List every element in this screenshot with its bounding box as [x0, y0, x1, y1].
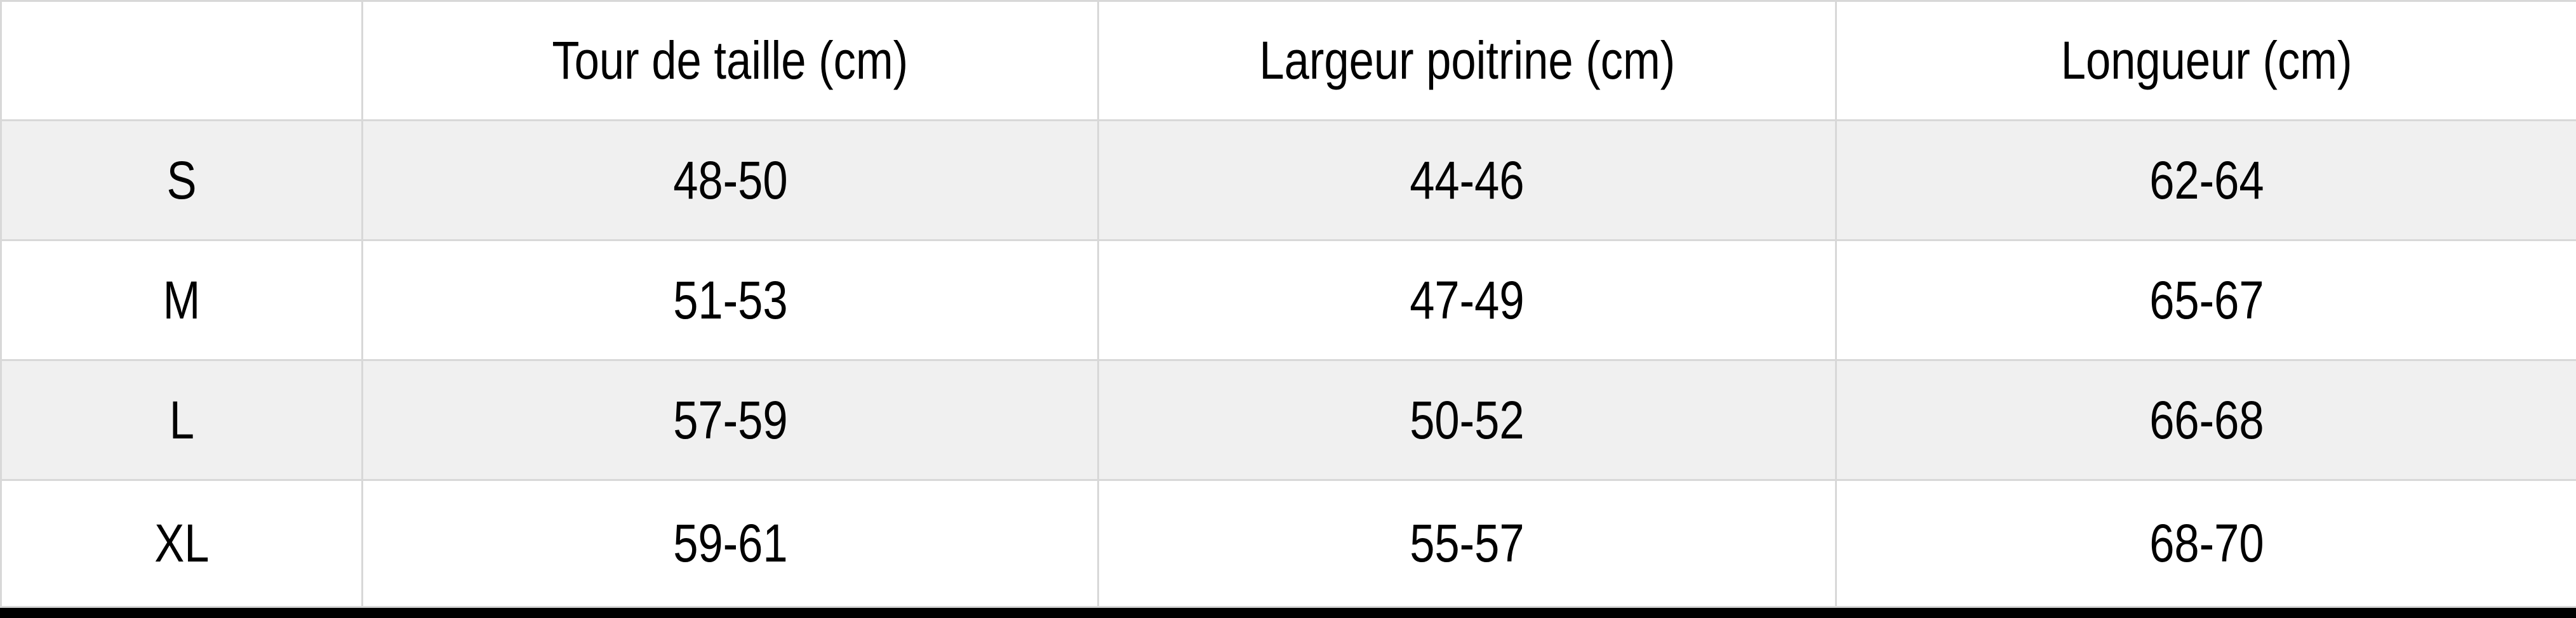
row-label-text: XL [154, 513, 210, 573]
cell-xl-largeur-poitrine: 55-57 [1097, 479, 1837, 608]
corner-cell [0, 0, 363, 121]
cell-m-longueur: 65-67 [1835, 239, 2576, 361]
cell-value: 47-49 [1410, 270, 1525, 330]
column-header-label: Tour de taille (cm) [552, 30, 909, 90]
cell-value: 44-46 [1410, 150, 1525, 210]
row-label-m: M [0, 239, 363, 361]
cell-value: 65-67 [2149, 270, 2264, 330]
cell-value: 59-61 [672, 513, 788, 573]
bottom-black-bar [0, 608, 2576, 618]
cell-m-largeur-poitrine: 47-49 [1097, 239, 1837, 361]
row-label-text: S [166, 150, 197, 210]
cell-value: 68-70 [2149, 513, 2264, 573]
column-header-label: Largeur poitrine (cm) [1259, 30, 1675, 90]
column-header-tour-de-taille: Tour de taille (cm) [361, 0, 1099, 121]
cell-m-tour-de-taille: 51-53 [361, 239, 1099, 361]
cell-s-largeur-poitrine: 44-46 [1097, 119, 1837, 241]
table-row-l: L 57-59 50-52 66-68 [0, 359, 2576, 481]
row-label-xl: XL [0, 479, 363, 608]
cell-value: 48-50 [672, 150, 788, 210]
table-row-xl: XL 59-61 55-57 68-70 [0, 479, 2576, 608]
cell-value: 57-59 [672, 390, 788, 450]
cell-value: 51-53 [672, 270, 788, 330]
cell-l-largeur-poitrine: 50-52 [1097, 359, 1837, 481]
column-header-longueur: Longueur (cm) [1835, 0, 2576, 121]
row-label-s: S [0, 119, 363, 241]
cell-l-longueur: 66-68 [1835, 359, 2576, 481]
cell-value: 62-64 [2149, 150, 2264, 210]
cell-xl-longueur: 68-70 [1835, 479, 2576, 608]
cell-s-longueur: 62-64 [1835, 119, 2576, 241]
cell-value: 50-52 [1410, 390, 1525, 450]
cell-l-tour-de-taille: 57-59 [361, 359, 1099, 481]
row-label-text: M [163, 270, 201, 330]
cell-value: 66-68 [2149, 390, 2264, 450]
cell-value: 55-57 [1410, 513, 1525, 573]
table-row-m: M 51-53 47-49 65-67 [0, 239, 2576, 361]
cell-xl-tour-de-taille: 59-61 [361, 479, 1099, 608]
header-row: Tour de taille (cm) Largeur poitrine (cm… [0, 0, 2576, 121]
column-header-largeur-poitrine: Largeur poitrine (cm) [1097, 0, 1837, 121]
row-label-text: L [169, 390, 194, 450]
table-row-s: S 48-50 44-46 62-64 [0, 119, 2576, 241]
column-header-label: Longueur (cm) [2060, 30, 2352, 90]
cell-s-tour-de-taille: 48-50 [361, 119, 1099, 241]
row-label-l: L [0, 359, 363, 481]
